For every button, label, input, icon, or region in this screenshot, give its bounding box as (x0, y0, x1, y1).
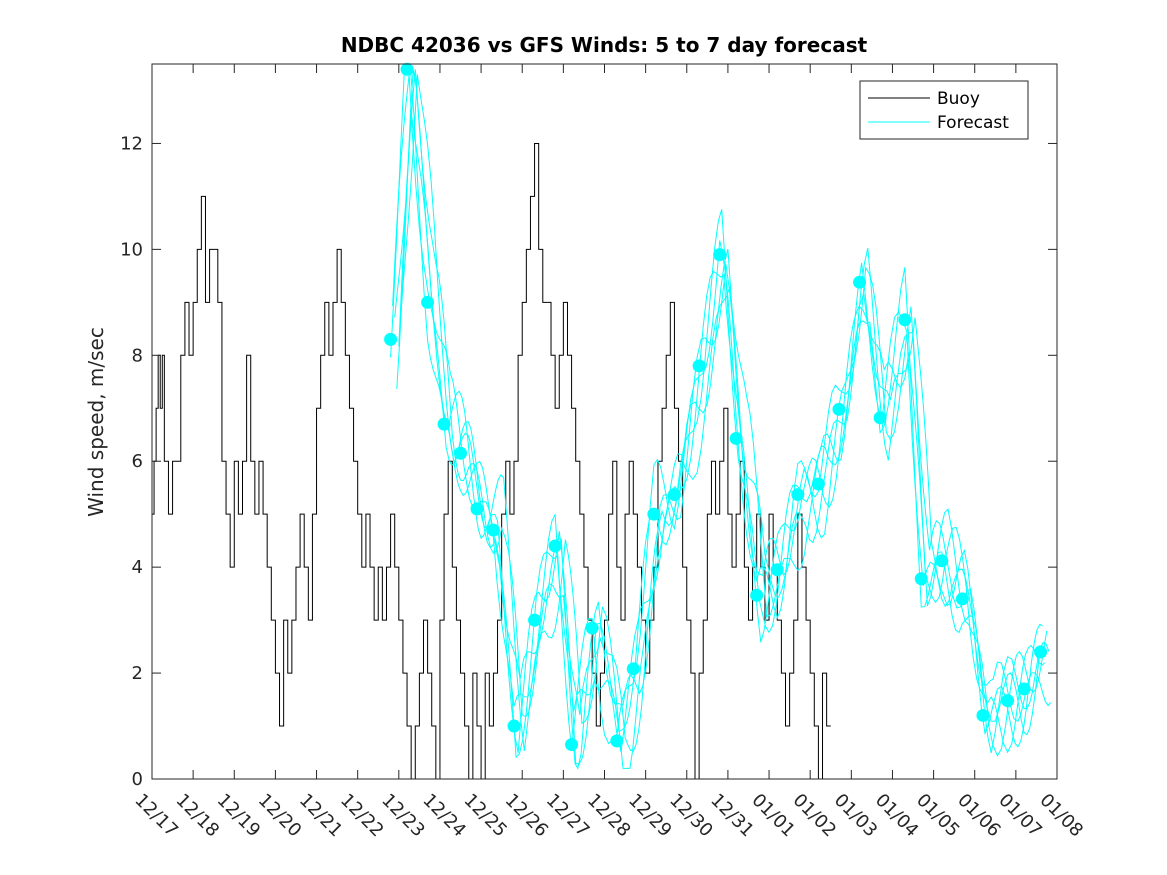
x-tick-label: 12/18 (172, 790, 224, 842)
forecast-run-line (390, 68, 1041, 750)
forecast-point (421, 295, 435, 309)
forecast-point (955, 592, 969, 606)
legend-box (859, 80, 1029, 140)
forecast-point (935, 554, 949, 568)
forecast-point (832, 402, 846, 416)
x-tick-label: 12/28 (583, 790, 635, 842)
x-tick-label: 12/29 (624, 790, 676, 842)
x-tick-label: 01/02 (789, 790, 841, 842)
forecast-point (437, 417, 451, 431)
legend-buoy-label: Buoy (937, 89, 980, 109)
y-tick-label: 12 (120, 133, 143, 154)
x-tick-label: 12/30 (665, 790, 717, 842)
forecast-point (729, 431, 743, 445)
forecast-point (750, 588, 764, 602)
x-tick-label: 12/21 (295, 790, 347, 842)
x-tick-label: 01/01 (748, 790, 800, 842)
forecast-point (811, 477, 825, 491)
forecast-run-line (400, 74, 1052, 769)
x-tick-label: 01/08 (1035, 790, 1087, 842)
forecast-point (692, 359, 706, 373)
forecast-point (770, 563, 784, 577)
forecast-point (486, 523, 500, 537)
forecast-point (713, 248, 727, 262)
forecast-point (507, 719, 521, 733)
forecast-point (565, 738, 579, 752)
forecast-point (791, 488, 805, 502)
forecast-point (1034, 645, 1048, 659)
x-tick-label: 01/07 (994, 790, 1046, 842)
x-tick-label: 12/23 (377, 790, 429, 842)
forecast-point (898, 313, 912, 327)
y-tick-label: 8 (132, 345, 143, 366)
forecast-point (528, 613, 542, 627)
series-layer (152, 62, 1052, 779)
forecast-run-line (392, 74, 1043, 759)
legend-forecast-label: Forecast (937, 113, 1009, 133)
x-tick-label: 12/27 (542, 790, 594, 842)
buoy-series-line (152, 142, 831, 779)
y-tick-label: 10 (120, 239, 143, 260)
x-tick-label: 12/19 (213, 790, 265, 842)
forecast-point (400, 62, 414, 76)
forecast-point (470, 502, 484, 516)
forecast-point (914, 572, 928, 586)
x-tick-label: 01/04 (871, 790, 923, 842)
x-tick-label: 12/31 (706, 790, 758, 842)
forecast-point (976, 708, 990, 722)
y-tick-label: 2 (132, 663, 143, 684)
x-tick-label: 01/05 (912, 790, 964, 842)
forecast-point (873, 411, 887, 425)
forecast-run-line (398, 69, 1050, 754)
forecast-point (585, 621, 599, 635)
x-tick-label: 12/25 (460, 790, 512, 842)
forecast-point (1001, 694, 1015, 708)
forecast-point (667, 488, 681, 502)
forecast-point (610, 734, 624, 748)
x-tick-label: 12/20 (254, 790, 306, 842)
y-tick-label: 6 (132, 451, 143, 472)
x-tick-label: 01/06 (953, 790, 1005, 842)
x-tick-label: 12/17 (130, 790, 182, 842)
x-tick-label: 12/24 (418, 790, 470, 842)
x-tick-label: 12/22 (336, 790, 388, 842)
forecast-point (548, 539, 562, 553)
y-tick-label: 4 (132, 557, 143, 578)
x-tick-label: 12/26 (501, 790, 553, 842)
y-tick-label: 0 (132, 769, 143, 790)
x-tick-label: 01/03 (830, 790, 882, 842)
forecast-point (626, 662, 640, 676)
forecast-point (1017, 682, 1031, 696)
forecast-point (454, 446, 468, 460)
chart-title: NDBC 42036 vs GFS Winds: 5 to 7 day fore… (341, 33, 868, 57)
forecast-point (384, 332, 398, 346)
legend: Buoy Forecast (859, 80, 1029, 140)
forecast-point (853, 275, 867, 289)
y-axis-label: Wind speed, m/sec (84, 327, 108, 517)
forecast-point (647, 507, 661, 521)
